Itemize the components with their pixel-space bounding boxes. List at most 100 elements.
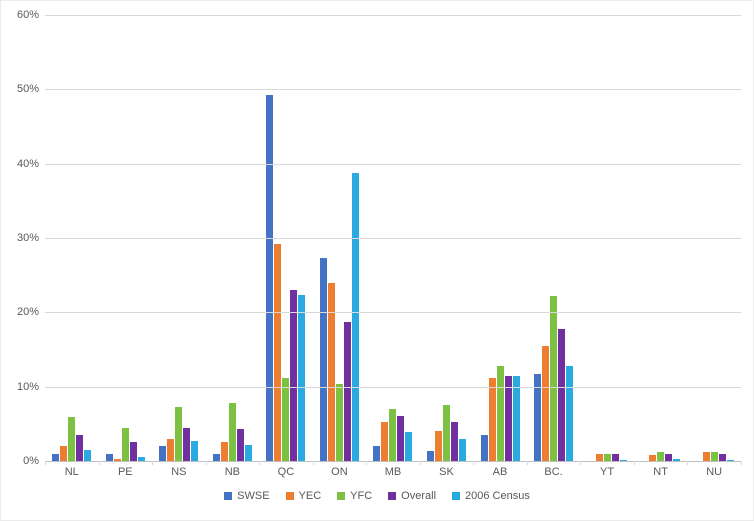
bar-yec xyxy=(60,446,68,461)
bar-yec xyxy=(113,459,121,461)
bar-swse xyxy=(426,451,434,461)
bar-swse xyxy=(534,374,542,461)
bar-yec xyxy=(167,439,175,461)
bar-yec xyxy=(327,283,335,461)
legend-swatch-icon xyxy=(224,492,233,500)
bar-overall xyxy=(290,290,298,461)
bar-yfc xyxy=(550,296,558,461)
x-category-label: BC. xyxy=(544,466,563,478)
x-category-label: PE xyxy=(117,466,133,478)
x-category-label: YT xyxy=(600,466,615,478)
bar-2006-census xyxy=(191,441,199,461)
bar-yec xyxy=(220,442,228,461)
bar-yec xyxy=(381,422,389,461)
x-category-label: NB xyxy=(224,466,240,478)
bar-yec xyxy=(488,378,496,461)
bar-group-sk xyxy=(420,15,474,461)
legend-label: SWSE xyxy=(237,490,270,502)
x-category-label: ON xyxy=(331,466,348,478)
bar-swse xyxy=(159,446,167,461)
bar-group-yt xyxy=(580,15,634,461)
bar-yfc xyxy=(175,407,183,461)
x-tick-mark xyxy=(633,461,635,465)
legend-label: YFC xyxy=(350,490,373,502)
x-tick-mark xyxy=(741,461,742,465)
bar-overall xyxy=(129,442,137,461)
bar-yfc xyxy=(335,384,343,461)
bar-overall xyxy=(558,329,566,461)
bar-group-nu xyxy=(687,15,741,461)
bar-yec xyxy=(434,431,442,461)
bar-yfc xyxy=(710,452,718,461)
gridline xyxy=(45,163,741,165)
y-tick-label: 40% xyxy=(16,157,39,170)
gridline xyxy=(45,386,741,388)
y-tick-label: 60% xyxy=(16,9,39,21)
legend-swatch-icon xyxy=(285,492,294,500)
bar-2006-census xyxy=(458,439,466,461)
bar-overall xyxy=(183,428,191,461)
bar-overall xyxy=(718,454,726,461)
bar-overall xyxy=(450,422,458,461)
bar-2006-census xyxy=(619,460,627,461)
bar-2006-census xyxy=(84,450,92,461)
bar-yec xyxy=(542,346,550,461)
bar-swse xyxy=(480,435,488,461)
gridline xyxy=(45,15,741,16)
bar-2006-census xyxy=(566,366,574,461)
x-category-label: AB xyxy=(492,466,508,478)
bar-group-ns xyxy=(152,15,206,461)
bar-2006-census xyxy=(512,376,520,461)
legend-label: 2006 Census xyxy=(465,490,530,502)
bar-swse xyxy=(319,258,327,461)
bar-swse xyxy=(266,95,274,461)
bar-yec xyxy=(595,454,603,461)
bar-yfc xyxy=(121,428,129,461)
bar-group-pe xyxy=(99,15,153,461)
x-axis-ticks xyxy=(45,461,742,465)
x-tick-mark xyxy=(526,461,528,465)
bar-yfc xyxy=(442,405,450,461)
x-tick-mark xyxy=(419,461,421,465)
x-tick-mark xyxy=(366,461,368,465)
x-tick-mark xyxy=(205,461,207,465)
y-tick-label: 10% xyxy=(16,380,39,393)
y-tick-label: 50% xyxy=(16,83,39,96)
bar-yfc xyxy=(68,417,76,461)
x-category-label: SK xyxy=(439,466,454,478)
legend-item-2006-census: 2006 Census xyxy=(452,490,530,502)
y-tick-label: 0% xyxy=(23,455,39,467)
x-axis-line xyxy=(45,461,741,462)
bar-yec xyxy=(274,244,282,461)
legend-item-overall: Overall xyxy=(388,490,436,502)
bar-overall xyxy=(611,454,619,461)
gridline xyxy=(45,238,741,239)
x-category-label: MB xyxy=(384,466,402,478)
legend-label: Overall xyxy=(401,490,437,502)
bar-2006-census xyxy=(137,457,145,461)
legend-item-yec: YEC xyxy=(285,490,321,502)
bar-yfc xyxy=(657,452,665,461)
bar-overall xyxy=(665,454,673,461)
chart-legend: SWSE YEC YFC Overall 2006 Census xyxy=(1,490,753,502)
bar-overall xyxy=(236,429,244,461)
x-category-label: NL xyxy=(64,466,79,478)
bar-yec xyxy=(702,452,710,461)
bar-group-nl xyxy=(45,15,99,461)
y-tick-label: 30% xyxy=(16,232,39,244)
bar-overall xyxy=(343,322,351,461)
x-category-label: NU xyxy=(706,466,723,478)
bar-2006-census xyxy=(244,445,252,461)
bar-swse xyxy=(52,454,60,461)
y-tick-label: 20% xyxy=(16,306,39,319)
bar-group-ab xyxy=(473,15,527,461)
bar-yec xyxy=(649,455,657,461)
bar-2006-census xyxy=(673,459,681,461)
bar-group-bc xyxy=(527,15,581,461)
bar-yfc xyxy=(228,403,236,461)
bar-overall xyxy=(397,416,405,461)
x-axis-labels: NL PE NS NB QC ON MB SK AB BC. YT NT NU xyxy=(45,466,741,478)
bar-group-on xyxy=(313,15,367,461)
x-tick-mark xyxy=(152,461,154,465)
